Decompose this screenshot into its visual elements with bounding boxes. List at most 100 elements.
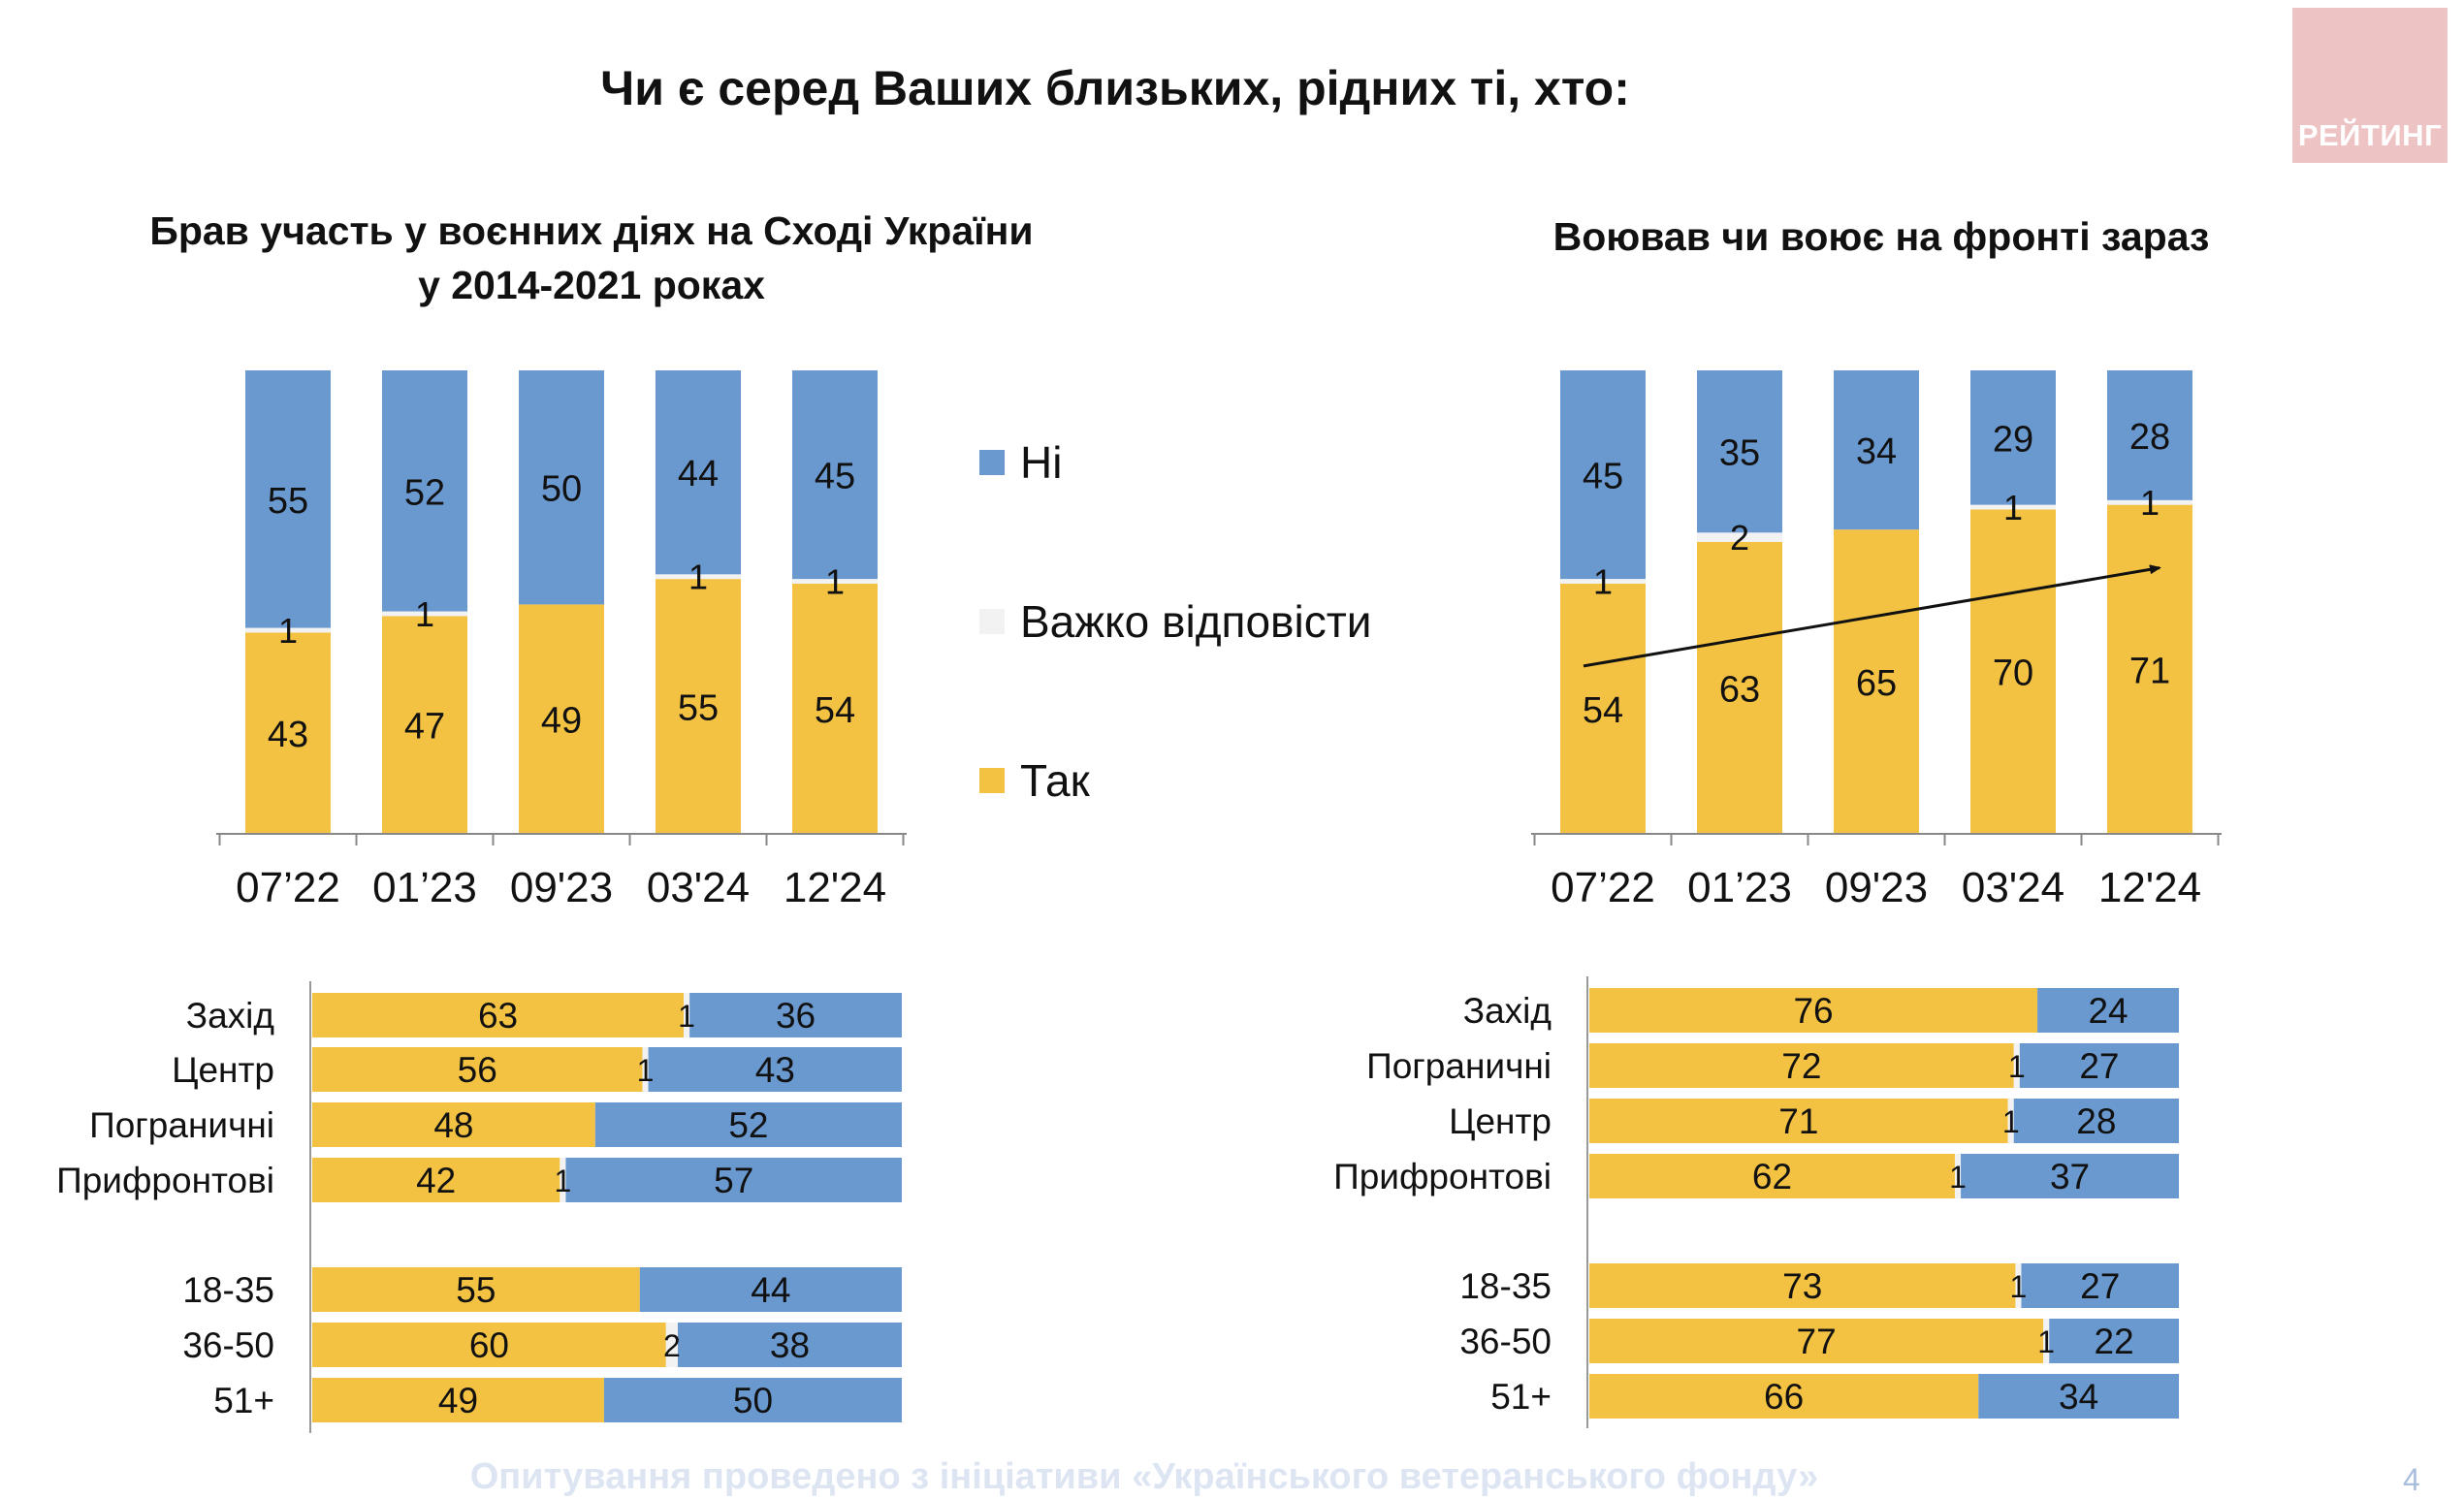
c2-hbar-hard-1 [642,1047,649,1092]
c2-hbar-yes-6 [312,1378,604,1422]
c3-row-label-1: Пограничні [1366,1046,1552,1086]
c3-hbar-yes-6 [1589,1374,1979,1419]
rating-logo: РЕЙТИНГ [2292,8,2448,163]
c3-hbar-no-6 [1978,1374,2179,1419]
c1-label-no-2: 34 [1856,431,1897,472]
c0-xtick-3: 03'24 [647,864,750,911]
c1-label-yes-0: 54 [1583,690,1623,731]
c2-hlabel-hard-0: 1 [678,999,695,1034]
c3-hlabel-yes-3: 62 [1752,1157,1792,1196]
c1-label-yes-1: 63 [1719,669,1760,710]
c3-hlabel-yes-0: 76 [1793,991,1833,1031]
c1-bar-no-3 [1970,370,2056,505]
c1-bar-yes-3 [1970,509,2056,834]
c0-label-hard-0: 1 [278,611,298,651]
c3-hlabel-hard-2: 1 [2002,1104,2020,1139]
c1-label-yes-3: 70 [1993,654,2033,694]
c2-row-label-1: Центр [172,1050,274,1090]
c2-hbar-yes-3 [312,1158,560,1202]
c2-row-label-6: 51+ [213,1381,274,1420]
c2-hbar-yes-2 [312,1102,595,1147]
c2-hlabel-no-3: 57 [714,1161,753,1200]
c0-bar-no-0 [245,370,331,628]
c3-hbar-hard-1 [2013,1043,2020,1088]
c3-hbar-no-3 [1961,1154,2179,1198]
c2-row-label-2: Пограничні [89,1105,274,1145]
c1-label-yes-2: 65 [1856,663,1897,704]
c0-xtick-0: 07’22 [236,864,340,911]
c1-xtick-1: 01’23 [1687,864,1792,911]
c0-bar-hard-4 [792,579,878,584]
c2-hlabel-no-1: 43 [755,1050,795,1090]
c1-label-no-1: 35 [1719,433,1760,474]
c3-hlabel-yes-2: 71 [1778,1101,1818,1141]
page-number: 4 [2403,1462,2420,1497]
legend-swatch-hard [979,609,1005,634]
c3-hlabel-no-0: 24 [2088,991,2128,1031]
c0-label-yes-2: 49 [541,701,582,742]
c0-label-no-0: 55 [268,481,308,522]
c2-hlabel-yes-0: 63 [478,996,518,1036]
c1-bar-hard-0 [1560,579,1646,584]
c1-xtick-3: 03'24 [1962,864,2064,911]
c1-bar-yes-1 [1697,541,1782,834]
legend-label-yes: Так [1020,755,1090,806]
c2-hlabel-yes-4: 55 [456,1270,496,1310]
c0-bar-no-4 [792,370,878,580]
c1-bar-no-4 [2107,370,2192,500]
c3-row-label-3: Прифронтові [1333,1157,1552,1196]
c0-bar-no-3 [656,370,741,575]
c3-hbar-no-1 [2019,1043,2179,1088]
c2-hbar-yes-4 [312,1267,640,1312]
c3-hbar-hard-5 [2043,1319,2050,1363]
c2-hbar-no-5 [677,1323,902,1367]
legend-swatch-yes [979,768,1005,793]
c0-label-no-4: 45 [815,457,855,497]
c1-xtick-0: 07’22 [1551,864,1655,911]
c3-hlabel-hard-4: 1 [2010,1269,2028,1304]
c3-hlabel-no-2: 28 [2076,1101,2116,1141]
c3-hlabel-hard-5: 1 [2037,1324,2055,1359]
c3-hbar-no-4 [2021,1263,2179,1308]
c0-bar-yes-2 [519,604,604,834]
c0-label-hard-3: 1 [688,558,708,597]
legend-item-no: Ні [979,436,1062,489]
legend-item-yes: Так [979,754,1090,807]
chart-right-title: Воював чи воює на фронті зараз [1513,209,2250,264]
c2-row-label-3: Прифронтові [56,1161,274,1200]
c2-row-label-4: 18-35 [182,1270,274,1310]
c3-hbar-no-0 [2037,988,2179,1033]
c1-trend-arrow [1583,564,2161,668]
c3-hlabel-no-5: 22 [2095,1322,2134,1361]
c3-hlabel-yes-6: 66 [1764,1377,1804,1417]
c0-xtick-2: 09'23 [510,864,613,911]
c1-bar-hard-1 [1697,532,1782,542]
c0-bar-no-2 [519,370,604,605]
c3-row-label-2: Центр [1449,1101,1552,1141]
c0-label-no-1: 52 [404,472,445,513]
c2-hbar-yes-1 [312,1047,643,1092]
c3-row-label-4: 18-35 [1459,1266,1552,1306]
c1-bar-no-1 [1697,370,1782,533]
legend-label-no: Ні [1020,437,1063,488]
c3-hbar-yes-4 [1589,1263,2016,1308]
c3-row-label-6: 51+ [1490,1377,1552,1417]
c1-label-hard-3: 1 [2003,488,2023,527]
c1-xtick-4: 12'24 [2098,864,2201,911]
c0-label-yes-1: 47 [404,707,445,748]
c1-label-hard-4: 1 [2140,483,2160,523]
chart-right-title-line-1: Воював чи воює на фронті зараз [1552,214,2210,259]
c0-bar-yes-4 [792,583,878,834]
c3-hlabel-no-1: 27 [2079,1046,2119,1086]
c2-hlabel-yes-1: 56 [458,1050,497,1090]
c2-hlabel-yes-5: 60 [469,1325,509,1365]
c1-label-hard-0: 1 [1593,561,1613,601]
c2-row-label-5: 36-50 [182,1325,274,1365]
c0-bar-yes-0 [245,632,331,834]
c0-bar-yes-1 [382,616,467,834]
c2-row-label-0: Захід [186,996,274,1036]
c3-row-label-5: 36-50 [1459,1322,1552,1361]
c2-hlabel-yes-3: 42 [416,1161,456,1200]
c3-hbar-no-5 [2049,1319,2179,1363]
